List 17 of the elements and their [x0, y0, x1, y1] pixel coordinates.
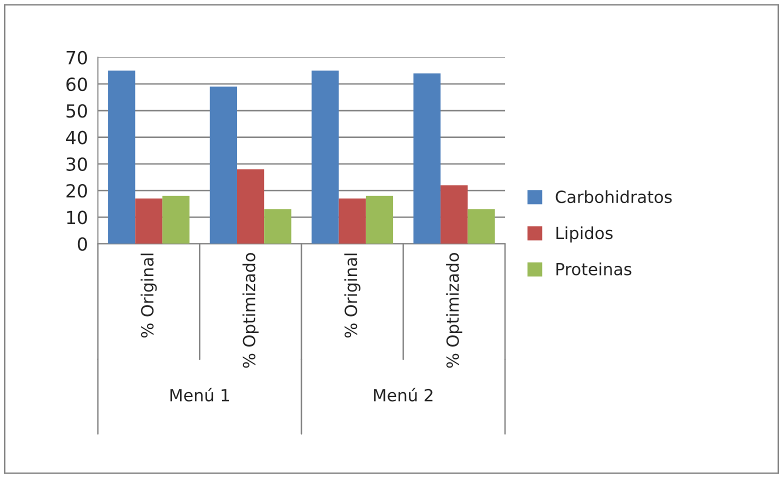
x-tick-label: % Original — [140, 254, 157, 338]
y-tick-label: 40 — [66, 130, 87, 144]
x-tick-label: % Original — [344, 254, 360, 338]
y-tick-label: 50 — [66, 104, 87, 118]
x-tick-label: % Optimizado — [242, 253, 259, 368]
text: Menú 1 — [170, 388, 229, 402]
x-tick-label: % Optimizado — [446, 253, 462, 368]
legend-label: Lipidos — [556, 226, 613, 243]
y-tick-label: 30 — [66, 157, 87, 171]
y-tick-label: 60 — [66, 77, 87, 92]
legend-label: Carbohidratos — [556, 190, 672, 204]
y-tick-label: 20 — [66, 184, 87, 198]
y-tick-label: 10 — [67, 210, 87, 224]
y-tick-label: 0 — [78, 237, 87, 251]
legend-label: Proteinas — [556, 262, 632, 276]
y-tick-label: 70 — [66, 50, 87, 64]
text: Menú 2 — [374, 388, 432, 402]
